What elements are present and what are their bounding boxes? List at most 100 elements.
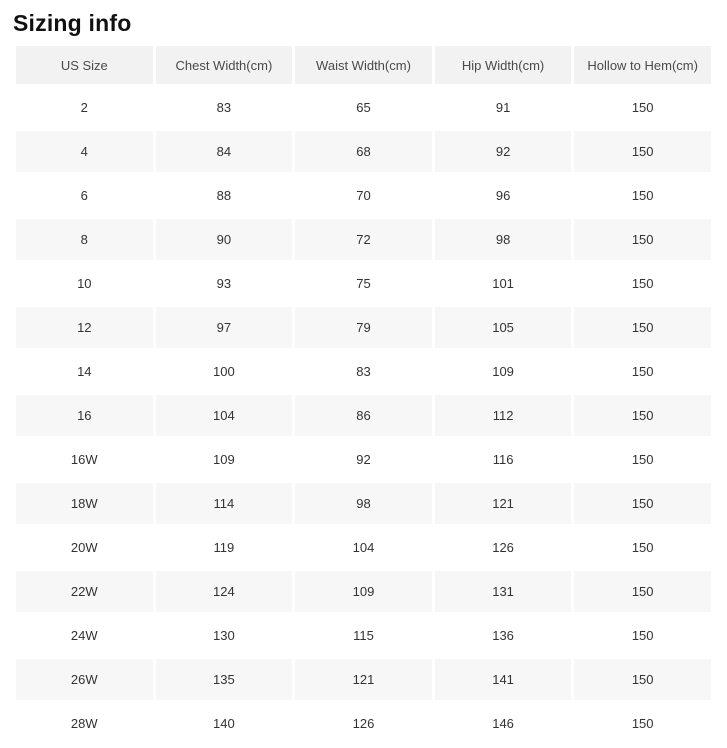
table-cell: 28W bbox=[16, 703, 153, 745]
table-cell: 112 bbox=[434, 395, 572, 437]
table-cell: 109 bbox=[434, 351, 572, 393]
table-row-12: 12 97 79 105 150 bbox=[16, 307, 711, 349]
table-cell: 150 bbox=[574, 483, 711, 525]
table-row-8: 8 90 72 98 150 bbox=[16, 219, 711, 261]
table-cell: 150 bbox=[574, 87, 711, 129]
column-header-0: US Size bbox=[16, 46, 153, 85]
table-cell: 150 bbox=[574, 703, 711, 745]
table-cell: 2 bbox=[16, 87, 153, 129]
table-cell: 72 bbox=[295, 219, 432, 261]
table-row-2: 2 83 65 91 150 bbox=[16, 87, 711, 129]
table-row-10: 10 93 75 101 150 bbox=[16, 263, 711, 305]
table-cell: 79 bbox=[295, 307, 432, 349]
table-cell: 4 bbox=[16, 131, 153, 173]
table-cell: 93 bbox=[155, 263, 293, 305]
table-cell: 104 bbox=[295, 527, 432, 569]
table-cell: 14 bbox=[16, 351, 153, 393]
table-cell: 114 bbox=[155, 483, 293, 525]
table-cell: 92 bbox=[434, 131, 572, 173]
table-cell: 65 bbox=[295, 87, 432, 129]
table-cell: 131 bbox=[434, 571, 572, 613]
table-cell: 140 bbox=[155, 703, 293, 745]
table-cell: 150 bbox=[574, 615, 711, 657]
table-cell: 150 bbox=[574, 659, 711, 701]
table-cell: 97 bbox=[155, 307, 293, 349]
table-cell: 150 bbox=[574, 131, 711, 173]
table-cell: 26W bbox=[16, 659, 153, 701]
table-cell: 75 bbox=[295, 263, 432, 305]
table-row-26W: 26W 135 121 141 150 bbox=[16, 659, 711, 701]
table-cell: 109 bbox=[295, 571, 432, 613]
table-cell: 70 bbox=[295, 175, 432, 217]
table-cell: 22W bbox=[16, 571, 153, 613]
table-cell: 135 bbox=[155, 659, 293, 701]
table-cell: 124 bbox=[155, 571, 293, 613]
table-cell: 116 bbox=[434, 439, 572, 481]
table-cell: 126 bbox=[434, 527, 572, 569]
table-cell: 150 bbox=[574, 527, 711, 569]
table-cell: 150 bbox=[574, 263, 711, 305]
table-row-14: 14 100 83 109 150 bbox=[16, 351, 711, 393]
table-cell: 150 bbox=[574, 307, 711, 349]
table-cell: 83 bbox=[155, 87, 293, 129]
table-cell: 136 bbox=[434, 615, 572, 657]
table-cell: 8 bbox=[16, 219, 153, 261]
table-cell: 90 bbox=[155, 219, 293, 261]
table-cell: 150 bbox=[574, 219, 711, 261]
table-row-4: 4 84 68 92 150 bbox=[16, 131, 711, 173]
table-cell: 121 bbox=[434, 483, 572, 525]
table-cell: 130 bbox=[155, 615, 293, 657]
table-cell: 101 bbox=[434, 263, 572, 305]
table-cell: 150 bbox=[574, 395, 711, 437]
column-header-4: Hollow to Hem(cm) bbox=[574, 46, 711, 85]
table-row-16: 16 104 86 112 150 bbox=[16, 395, 711, 437]
table-cell: 92 bbox=[295, 439, 432, 481]
header-row: US Size Chest Width(cm) Waist Width(cm) Hip… bbox=[16, 46, 711, 85]
table-cell: 109 bbox=[155, 439, 293, 481]
table-cell: 84 bbox=[155, 131, 293, 173]
table-cell: 10 bbox=[16, 263, 153, 305]
table-cell: 119 bbox=[155, 527, 293, 569]
table-row-20W: 20W 119 104 126 150 bbox=[16, 527, 711, 569]
table-cell: 24W bbox=[16, 615, 153, 657]
table-cell: 96 bbox=[434, 175, 572, 217]
table-cell: 98 bbox=[434, 219, 572, 261]
table-row-24W: 24W 130 115 136 150 bbox=[16, 615, 711, 657]
table-cell: 83 bbox=[295, 351, 432, 393]
table-cell: 105 bbox=[434, 307, 572, 349]
table-row-16W: 16W 109 92 116 150 bbox=[16, 439, 711, 481]
sizing-table: US Size Chest Width(cm) Waist Width(cm) Hip… bbox=[13, 43, 714, 747]
table-cell: 146 bbox=[434, 703, 572, 745]
table-cell: 150 bbox=[574, 439, 711, 481]
table-cell: 150 bbox=[574, 351, 711, 393]
table-cell: 20W bbox=[16, 527, 153, 569]
table-cell: 12 bbox=[16, 307, 153, 349]
table-cell: 86 bbox=[295, 395, 432, 437]
column-header-1: Chest Width(cm) bbox=[155, 46, 293, 85]
table-cell: 16 bbox=[16, 395, 153, 437]
column-header-3: Hip Width(cm) bbox=[434, 46, 572, 85]
page-title: Sizing info bbox=[13, 10, 132, 36]
table-cell: 68 bbox=[295, 131, 432, 173]
table-cell: 91 bbox=[434, 87, 572, 129]
table-cell: 121 bbox=[295, 659, 432, 701]
table-cell: 115 bbox=[295, 615, 432, 657]
table-cell: 150 bbox=[574, 175, 711, 217]
table-cell: 6 bbox=[16, 175, 153, 217]
table-cell: 16W bbox=[16, 439, 153, 481]
table-row-18W: 18W 114 98 121 150 bbox=[16, 483, 711, 525]
table-cell: 88 bbox=[155, 175, 293, 217]
table-cell: 100 bbox=[155, 351, 293, 393]
table-cell: 126 bbox=[295, 703, 432, 745]
table-cell: 104 bbox=[155, 395, 293, 437]
table-row-6: 6 88 70 96 150 bbox=[16, 175, 711, 217]
table-cell: 18W bbox=[16, 483, 153, 525]
table-cell: 98 bbox=[295, 483, 432, 525]
sizing-table-body: 2 83 65 91 150 4 84 68 92 150 6 88 70 96 150 8 90 72 98 150… bbox=[16, 87, 711, 745]
table-row-22W: 22W 124 109 131 150 bbox=[16, 571, 711, 613]
sizing-table-header: US Size Chest Width(cm) Waist Width(cm) Hip… bbox=[16, 46, 711, 85]
table-cell: 141 bbox=[434, 659, 572, 701]
table-row-28W: 28W 140 126 146 150 bbox=[16, 703, 711, 745]
column-header-2: Waist Width(cm) bbox=[295, 46, 432, 85]
